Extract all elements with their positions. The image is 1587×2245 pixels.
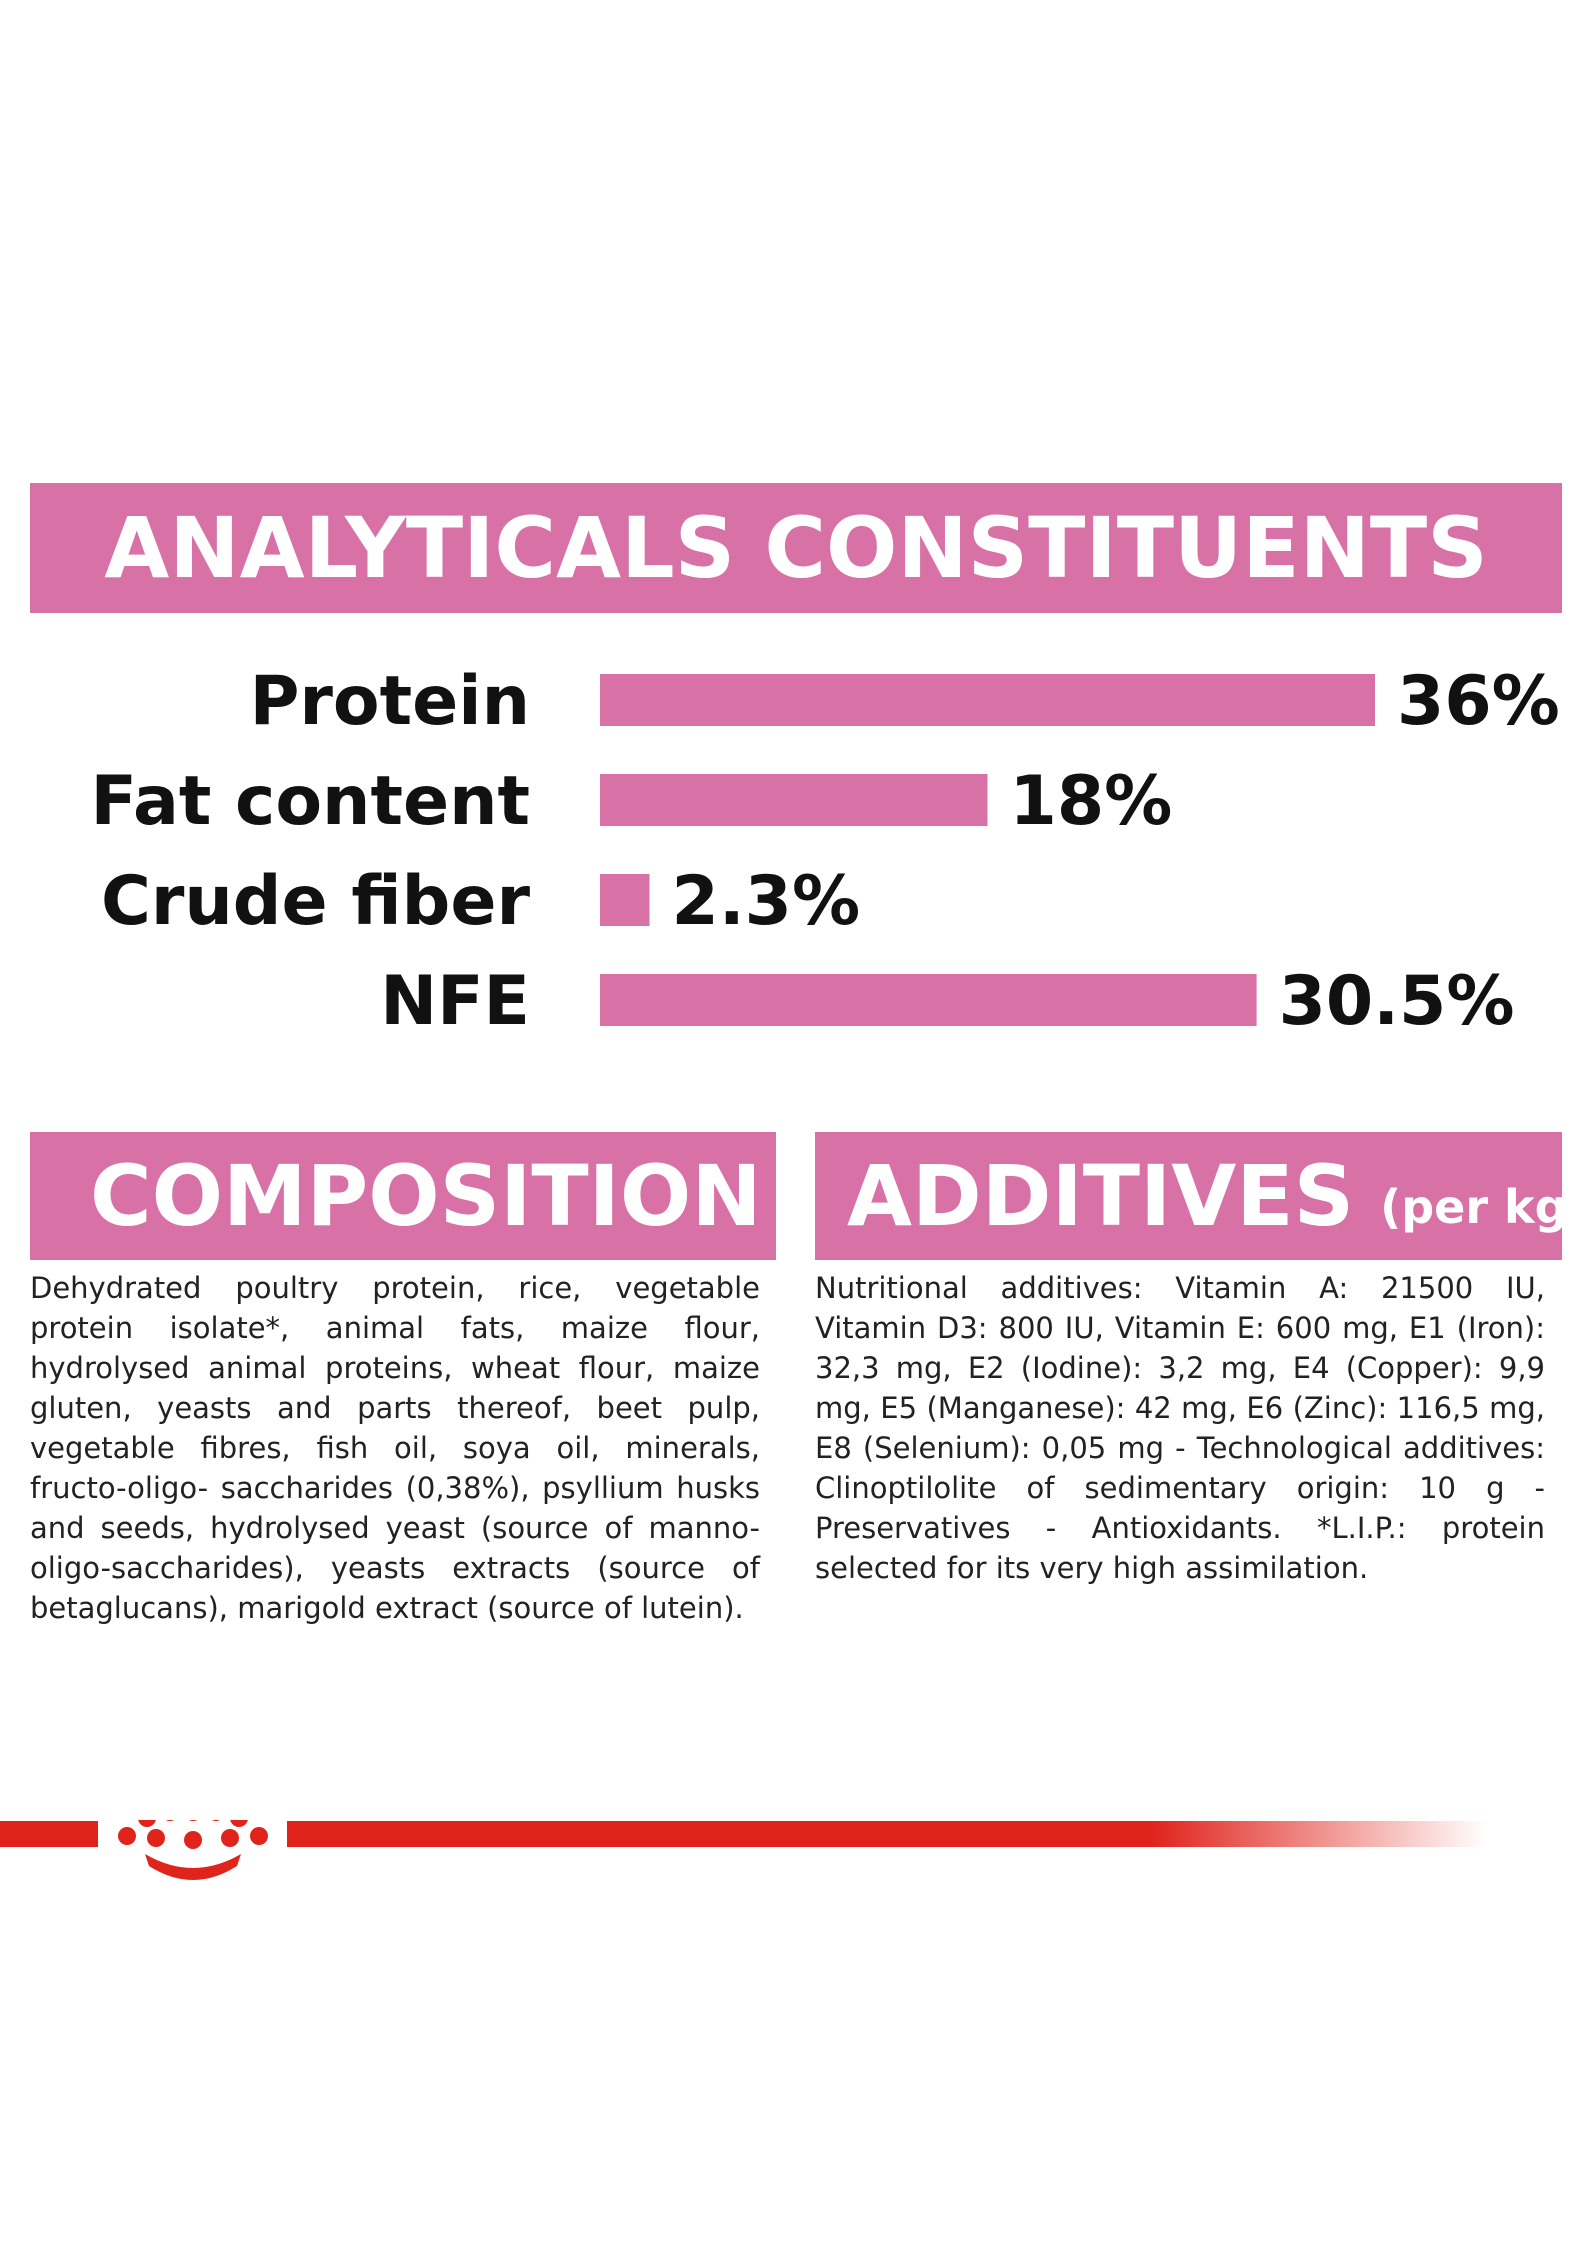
bar-fat-content xyxy=(600,774,988,826)
bar-nfe xyxy=(600,974,1257,1026)
analytics-heading-text: ANALYTICALS CONSTITUENTS xyxy=(104,499,1488,597)
footer-rule-right xyxy=(287,1821,1487,1847)
value-label-protein: 36% xyxy=(1397,662,1560,741)
composition-heading-text: COMPOSITION xyxy=(90,1147,762,1245)
nutrient-bar-chart: Protein 36% Fat content 18% Crude fiber 2.3% N… xyxy=(90,662,1560,1041)
royal-canin-crown-icon xyxy=(118,1820,268,1880)
category-label-nfe: NFE xyxy=(380,962,530,1041)
additives-text: Nutritional additives: Vitamin A: 21500 … xyxy=(815,1271,1545,1585)
value-label-nfe: 30.5% xyxy=(1279,962,1515,1041)
footer-rule-left xyxy=(0,1821,98,1847)
composition-text: Dehydrated poultry protein, rice, vegeta… xyxy=(30,1271,760,1625)
additives-unit-text: (per kg) xyxy=(1380,1180,1587,1234)
composition-heading: COMPOSITION xyxy=(30,1132,776,1260)
category-label-fat-content: Fat content xyxy=(90,762,530,841)
value-label-crude-fiber: 2.3% xyxy=(672,862,861,941)
additives-heading-text: ADDITIVES xyxy=(847,1147,1355,1245)
bar-crude-fiber xyxy=(600,874,650,926)
category-label-protein: Protein xyxy=(250,662,530,741)
additives-heading: ADDITIVES (per kg) xyxy=(815,1132,1587,1260)
value-label-fat-content: 18% xyxy=(1010,762,1173,841)
category-label-crude-fiber: Crude fiber xyxy=(101,862,531,941)
brand-footer xyxy=(0,1820,1487,1880)
analytics-heading: ANALYTICALS CONSTITUENTS xyxy=(30,483,1562,613)
bar-protein xyxy=(600,674,1375,726)
